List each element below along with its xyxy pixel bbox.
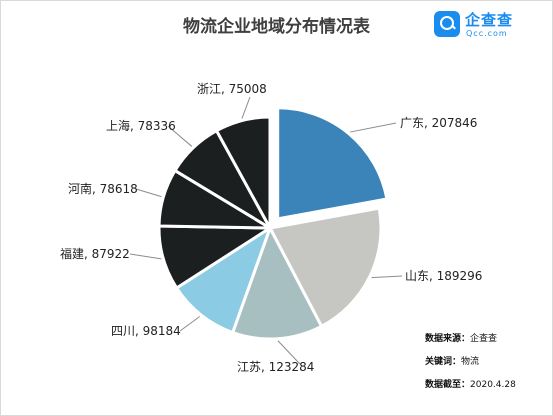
pie-slice-2 [231, 226, 324, 341]
slice-label-4: 福建, 87922 [60, 246, 130, 261]
slice-label-5: 河南, 78618 [68, 181, 138, 196]
slice-label-1: 山东, 189296 [405, 269, 482, 283]
leader-line-2 [277, 340, 301, 365]
magnifier-icon [434, 11, 460, 37]
pie-slice-7 [215, 115, 272, 230]
leader-line-4 [129, 253, 162, 260]
chart-title: 物流企业地域分布情况表 [183, 17, 370, 37]
qcc-logo: 企查查 Qcc.com [434, 9, 544, 43]
slice-label-0: 广东, 207846 [400, 116, 477, 130]
label-leader-lines [129, 96, 403, 365]
leader-line-0 [350, 122, 397, 133]
leader-line-3 [179, 316, 201, 332]
slice-label-7: 浙江, 75008 [197, 82, 267, 96]
info-cutoff: 数据截至：2020.4.28 [425, 380, 516, 390]
slice-label-2: 江苏, 123284 [237, 360, 314, 374]
pie-slice-1 [268, 206, 383, 328]
pie-slice-0 [276, 106, 389, 221]
leader-line-6 [167, 125, 193, 147]
leader-line-7 [241, 96, 251, 119]
logo-name: 企查查 [465, 11, 514, 29]
pie-slices [157, 106, 389, 341]
slice-labels: 广东, 207846 山东, 189296 江苏, 123284 四川, 98184 福… [60, 82, 482, 374]
info-keyword: 关键词：物流 [425, 357, 480, 367]
info-source: 数据来源：企查查 [425, 334, 498, 344]
slice-label-6: 上海, 78336 [106, 118, 176, 133]
slice-label-3: 四川, 98184 [111, 324, 181, 338]
logo-subtitle: Qcc.com [466, 29, 508, 38]
leader-line-1 [371, 275, 403, 279]
leader-line-5 [135, 188, 162, 198]
